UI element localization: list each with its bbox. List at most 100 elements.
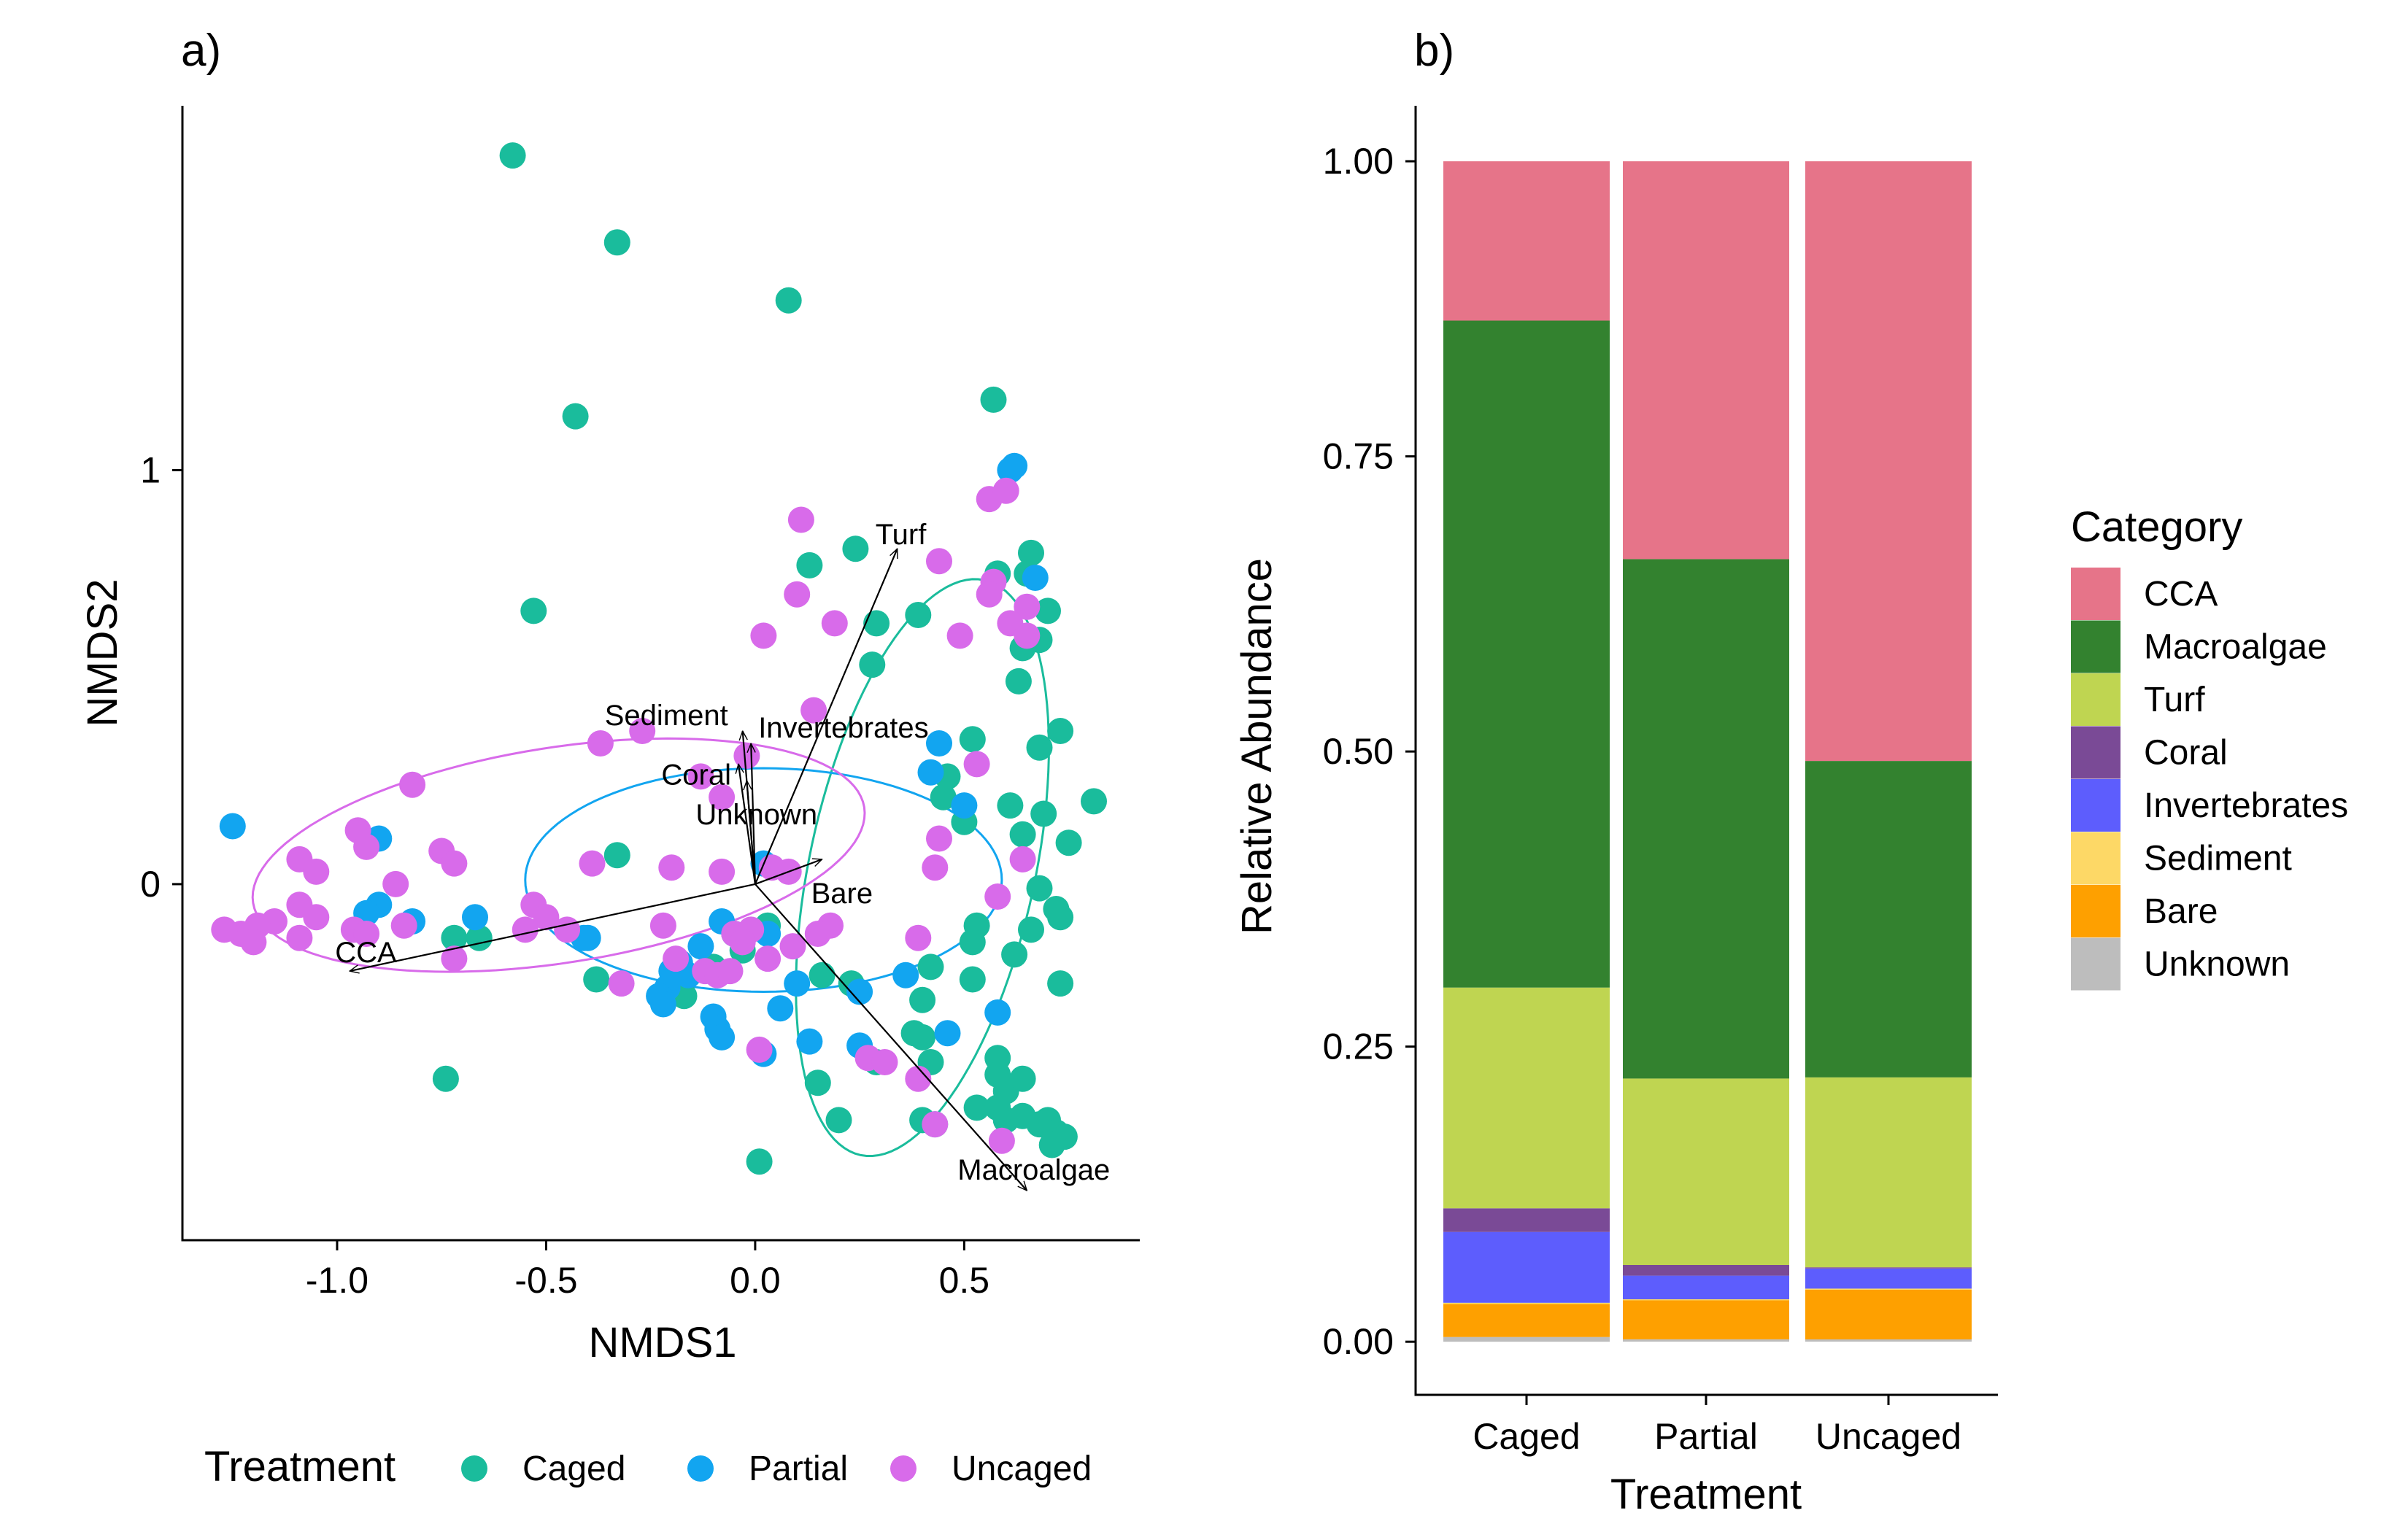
point-partial	[649, 991, 676, 1018]
point-uncaged	[784, 581, 811, 608]
point-uncaged	[926, 548, 952, 575]
legend-key-macroalgae	[2071, 620, 2120, 673]
abundance-x-tick-label: Uncaged	[1815, 1416, 1961, 1457]
vector-label-unknown: Unknown	[695, 799, 817, 831]
abundance-y-tick-label: 0.50	[1323, 731, 1394, 772]
legend-key-unknown	[2071, 937, 2120, 991]
point-partial	[997, 457, 1024, 484]
point-uncaged	[871, 1049, 898, 1075]
vectors-layer: Turf Sediment Invertebrates Coral Unknown Bar…	[335, 519, 1110, 1191]
point-uncaged	[608, 970, 635, 997]
point-uncaged	[240, 929, 267, 956]
nmds-x-tick-label: 0.0	[730, 1260, 781, 1301]
point-partial	[951, 792, 978, 819]
point-uncaged	[554, 916, 581, 943]
point-partial	[892, 962, 919, 989]
point-uncaged	[390, 912, 417, 939]
point-caged	[809, 962, 836, 989]
point-caged	[603, 229, 630, 256]
legend-label-partial: Partial	[749, 1450, 848, 1488]
point-uncaged	[926, 825, 952, 852]
legend-label-unknown: Unknown	[2144, 945, 2290, 984]
legend-label-turf: Turf	[2144, 681, 2205, 719]
legend-label-cca: CCA	[2144, 575, 2218, 614]
legend-key-bare	[2071, 885, 2120, 937]
point-partial	[846, 978, 873, 1005]
point-uncaged	[353, 833, 380, 860]
bar-segment-invertebrates	[1805, 1268, 1972, 1289]
point-caged	[959, 929, 986, 956]
vector-label-turf: Turf	[876, 519, 927, 551]
point-caged	[909, 1024, 936, 1051]
point-partial	[917, 759, 944, 786]
point-caged	[1026, 875, 1053, 902]
point-caged	[1081, 788, 1107, 815]
bar-segment-invertebrates	[1623, 1275, 1789, 1299]
vector-label-cca: CCA	[335, 937, 397, 969]
ellipse-partial	[524, 767, 1003, 994]
point-caged	[499, 142, 526, 169]
bar-segment-sediment	[1443, 1302, 1610, 1304]
nmds-axes: -1.0 -0.5 0.0 0.5 0 1	[140, 106, 1140, 1301]
point-uncaged	[755, 945, 782, 972]
vector-label-bare: Bare	[811, 878, 873, 910]
point-uncaged	[649, 912, 676, 939]
legend-key-invertebrates	[2071, 779, 2120, 832]
point-uncaged	[303, 858, 330, 885]
bar-segment-sediment	[1623, 1299, 1789, 1301]
point-uncaged	[946, 622, 973, 649]
point-caged	[796, 552, 823, 579]
points-layer	[211, 142, 1107, 1175]
point-uncaged	[746, 1036, 773, 1063]
bar-segment-bare	[1443, 1304, 1610, 1337]
vector-unknown	[746, 781, 757, 885]
bar-segment-macroalgae	[1623, 559, 1789, 1079]
legend-label-macroalgae: Macroalgae	[2144, 628, 2327, 667]
point-caged	[1047, 718, 1074, 744]
point-caged	[603, 842, 630, 869]
point-caged	[1018, 916, 1044, 943]
point-uncaged	[211, 916, 238, 943]
point-uncaged	[1009, 846, 1036, 873]
point-partial	[219, 813, 246, 840]
point-caged	[909, 986, 936, 1013]
point-caged	[1001, 941, 1028, 968]
nmds-x-axis-title: NMDS1	[588, 1319, 736, 1366]
point-uncaged	[905, 924, 932, 951]
point-uncaged	[821, 610, 848, 637]
point-caged	[842, 535, 869, 562]
point-caged	[520, 597, 547, 624]
point-caged	[1009, 1065, 1036, 1092]
point-caged	[1035, 597, 1061, 624]
point-caged	[432, 1065, 459, 1092]
point-uncaged	[1014, 622, 1041, 649]
legend-label-sediment: Sediment	[2144, 840, 2292, 878]
bar-segment-coral	[1805, 1267, 1972, 1269]
bar-segment-unknown	[1443, 1336, 1610, 1342]
panel-b-tag: b)	[1414, 26, 1454, 76]
point-caged	[859, 651, 886, 678]
category-legend-title: Category	[2071, 503, 2242, 551]
point-uncaged	[709, 784, 736, 811]
point-uncaged	[512, 916, 539, 943]
bar-segment-cca	[1623, 161, 1789, 560]
panel-a-tag: a)	[181, 26, 221, 76]
vector-coral	[738, 764, 756, 885]
point-partial	[784, 970, 811, 997]
point-caged	[1038, 1131, 1065, 1158]
point-uncaged	[922, 854, 949, 881]
point-uncaged	[533, 904, 560, 931]
point-partial	[462, 904, 488, 931]
point-partial	[796, 1028, 823, 1055]
treatment-legend: Treatment Caged Partial Uncaged	[204, 1443, 1092, 1490]
point-uncaged	[800, 697, 827, 724]
point-caged	[959, 726, 986, 753]
point-uncaged	[963, 751, 990, 778]
bar-segment-sediment	[1805, 1288, 1972, 1290]
point-partial	[1022, 565, 1049, 591]
point-uncaged	[984, 883, 1011, 910]
legend-key-sediment	[2071, 832, 2120, 885]
legend-key-caged	[461, 1455, 487, 1482]
point-caged	[583, 966, 610, 993]
